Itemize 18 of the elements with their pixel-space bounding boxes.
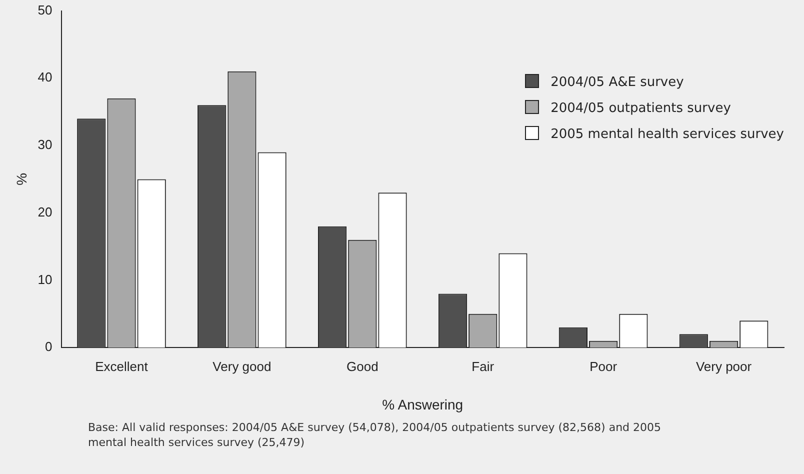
y-tick-label: 0	[45, 339, 52, 354]
y-tick-label: 20	[38, 204, 52, 220]
y-tick-label: 40	[38, 70, 52, 85]
x-tick-label: Very good	[212, 358, 272, 374]
x-tick-label: Very poor	[696, 358, 752, 374]
y-tick-label: 30	[38, 137, 52, 152]
y-tick-label: 50	[38, 2, 52, 18]
x-tick-label: Fair	[472, 358, 495, 374]
x-tick-label: Good	[346, 358, 378, 374]
text: Base: All valid responses: 2004/05 A&E survey (54,078), 2004/05 outpatients survey (82,568) and 2005 mental health services survey (25,479)	[88, 420, 662, 450]
y-axis-title: %	[13, 172, 30, 186]
legend-label: 2004/05 outpatients survey	[550, 101, 731, 116]
legend-label: 2005 mental health services survey	[550, 127, 784, 142]
x-tick-label: Poor	[590, 358, 618, 374]
x-tick-label: Excellent	[95, 358, 148, 374]
x-axis-title: % Answering	[382, 396, 464, 412]
legend-label: 2004/05 A&E survey	[550, 75, 684, 90]
y-tick-label: 10	[38, 272, 52, 287]
